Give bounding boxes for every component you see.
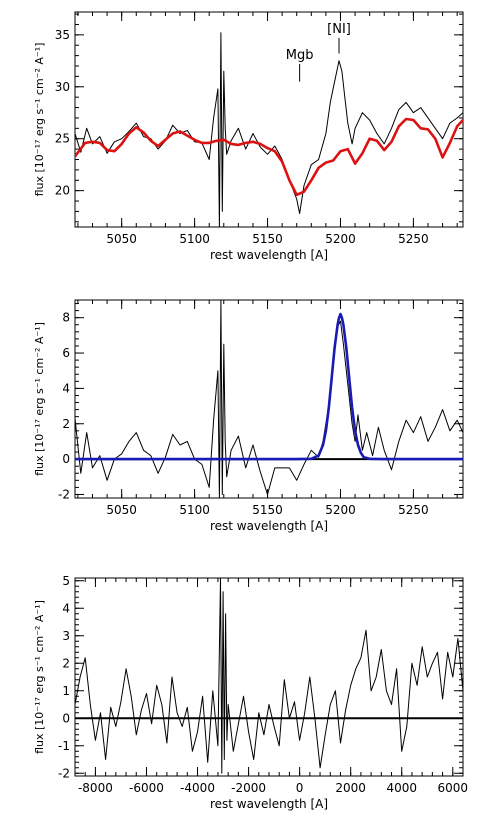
plot-frame: [74, 577, 464, 777]
panel-3-velocity-residual: -8000 -6000 -4000 -2000 0 2000 4000 6000 -2 -1 0 1 2…: [33, 574, 468, 811]
x-tick-label: -4000: [180, 781, 215, 795]
panel-1-spectrum-with-model: 5050 5100 5150 5200 5250 20 25 30 35 rest wavelen…: [33, 11, 464, 262]
x-tick-label: 5050: [106, 232, 137, 246]
x-tick-label: 5050: [106, 503, 137, 517]
series-group: [75, 578, 463, 774]
x-axis-label: rest wavelength [A]: [210, 797, 328, 811]
y-tick-label: 5: [62, 574, 70, 588]
y-tick-label: 3: [62, 629, 70, 643]
y-tick-label: 2: [62, 417, 70, 431]
x-tick-label: 6000: [438, 781, 469, 795]
y-tick-label: 0: [62, 452, 70, 466]
spectrum-data-line: [75, 300, 463, 498]
y-tick-label: 35: [55, 28, 70, 42]
gaussian-fit-line: [75, 312, 463, 461]
x-tick-label: 5100: [179, 232, 210, 246]
x-tick-label: 5100: [179, 503, 210, 517]
y-axis-label: flux [10⁻¹⁷ erg s⁻¹ cm⁻² A⁻¹]: [33, 322, 46, 476]
y-tick-label: 4: [62, 601, 70, 615]
y-tick-label: 1: [62, 684, 70, 698]
model-fit-line: [75, 117, 463, 197]
spectrum-data-line: [75, 578, 463, 774]
x-tick-label: -2000: [231, 781, 266, 795]
y-tick-label: -2: [58, 766, 70, 780]
x-tick-label: 4000: [386, 781, 417, 795]
x-tick-label: 5150: [252, 503, 283, 517]
x-tick-label: -6000: [129, 781, 164, 795]
y-tick-label: 20: [55, 184, 70, 198]
plot-frame: [74, 11, 464, 228]
series-group: [75, 32, 463, 227]
x-tick-label: 5200: [325, 503, 356, 517]
y-tick-label: 0: [62, 711, 70, 725]
panel-2-residual-with-gaussian: 5050 5100 5150 5200 5250 -2 0 2 4 6 8 rest waveleng…: [33, 299, 464, 533]
x-tick-label: 5250: [398, 232, 429, 246]
y-axis-label: flux [10⁻¹⁷ erg s⁻¹ cm⁻² A⁻¹]: [33, 43, 46, 197]
y-tick-label: 8: [62, 311, 70, 325]
y-tick-label: -1: [58, 739, 70, 753]
y-tick-label: -2: [58, 487, 70, 501]
annotation-label: [NI]: [327, 22, 351, 37]
x-tick-label: 2000: [335, 781, 366, 795]
y-tick-label: 30: [55, 80, 70, 94]
annotation-label: Mgb: [286, 48, 314, 63]
series-group: [75, 300, 463, 498]
x-tick-label: 0: [296, 781, 304, 795]
y-tick-label: 25: [55, 132, 70, 146]
x-axis-label: rest wavelength [A]: [210, 519, 328, 533]
x-tick-label: 5250: [398, 503, 429, 517]
plot-frame: [74, 299, 464, 499]
y-tick-label: 6: [62, 346, 70, 360]
y-tick-label: 4: [62, 381, 70, 395]
x-tick-label: 5150: [252, 232, 283, 246]
x-axis-label: rest wavelength [A]: [210, 248, 328, 262]
x-tick-label: -8000: [78, 781, 113, 795]
y-axis-label: flux [10⁻¹⁷ erg s⁻¹ cm⁻² A⁻¹]: [33, 600, 46, 754]
x-tick-label: 5200: [325, 232, 356, 246]
y-tick-label: 2: [62, 656, 70, 670]
